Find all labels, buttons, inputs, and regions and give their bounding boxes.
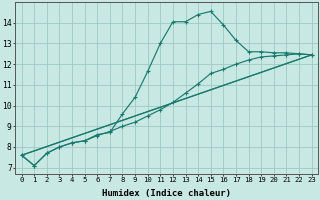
X-axis label: Humidex (Indice chaleur): Humidex (Indice chaleur) bbox=[102, 189, 231, 198]
